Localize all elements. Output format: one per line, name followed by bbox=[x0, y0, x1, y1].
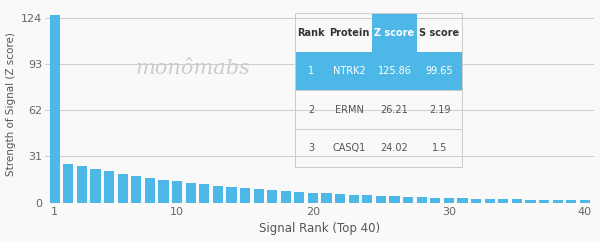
Bar bbox=[322, 193, 332, 203]
Text: 1.5: 1.5 bbox=[432, 143, 447, 153]
Bar bbox=[213, 186, 223, 203]
Bar bbox=[389, 196, 400, 203]
Bar bbox=[526, 200, 536, 203]
Bar bbox=[254, 189, 264, 203]
Bar bbox=[362, 195, 373, 203]
Bar bbox=[376, 196, 386, 203]
Bar bbox=[63, 164, 73, 203]
Bar bbox=[185, 183, 196, 203]
Bar bbox=[295, 52, 462, 90]
Bar bbox=[471, 199, 481, 203]
Text: ERMN: ERMN bbox=[335, 105, 364, 114]
Bar bbox=[199, 184, 209, 203]
Text: 24.02: 24.02 bbox=[380, 143, 409, 153]
Bar bbox=[335, 194, 345, 203]
Text: Z score: Z score bbox=[374, 28, 415, 38]
Bar bbox=[539, 200, 549, 203]
Bar bbox=[240, 188, 250, 203]
Bar bbox=[498, 199, 508, 203]
Bar bbox=[131, 176, 142, 203]
Text: 99.65: 99.65 bbox=[426, 66, 454, 76]
Bar bbox=[512, 200, 522, 203]
Bar bbox=[172, 181, 182, 203]
Bar bbox=[308, 193, 318, 203]
Bar bbox=[267, 190, 277, 203]
Bar bbox=[91, 169, 101, 203]
Text: 26.21: 26.21 bbox=[380, 105, 409, 114]
Text: 2: 2 bbox=[308, 105, 314, 114]
Text: NTRK2: NTRK2 bbox=[333, 66, 366, 76]
Y-axis label: Strength of Signal (Z score): Strength of Signal (Z score) bbox=[5, 32, 16, 176]
Bar bbox=[553, 200, 563, 203]
Bar bbox=[416, 197, 427, 203]
Bar bbox=[281, 191, 291, 203]
X-axis label: Signal Rank (Top 40): Signal Rank (Top 40) bbox=[259, 222, 380, 235]
Text: Protein: Protein bbox=[329, 28, 370, 38]
Bar bbox=[104, 172, 114, 203]
Bar bbox=[485, 199, 495, 203]
Bar bbox=[403, 197, 413, 203]
Bar bbox=[566, 200, 577, 203]
Bar bbox=[294, 192, 304, 203]
Text: S score: S score bbox=[419, 28, 460, 38]
Bar bbox=[457, 198, 467, 203]
Text: CASQ1: CASQ1 bbox=[333, 143, 366, 153]
Bar bbox=[430, 198, 440, 203]
Bar bbox=[444, 198, 454, 203]
Text: 2.19: 2.19 bbox=[429, 105, 450, 114]
Bar bbox=[349, 195, 359, 203]
Text: 1: 1 bbox=[308, 66, 314, 76]
Bar bbox=[372, 13, 417, 52]
Bar bbox=[226, 187, 236, 203]
Bar bbox=[295, 13, 462, 167]
Bar bbox=[580, 201, 590, 203]
Bar bbox=[158, 180, 169, 203]
Bar bbox=[145, 178, 155, 203]
Text: Rank: Rank bbox=[297, 28, 325, 38]
Bar bbox=[77, 167, 87, 203]
Text: 125.86: 125.86 bbox=[377, 66, 412, 76]
Text: monômabs: monômabs bbox=[136, 59, 251, 78]
Bar bbox=[50, 15, 60, 203]
Bar bbox=[118, 174, 128, 203]
Text: 3: 3 bbox=[308, 143, 314, 153]
